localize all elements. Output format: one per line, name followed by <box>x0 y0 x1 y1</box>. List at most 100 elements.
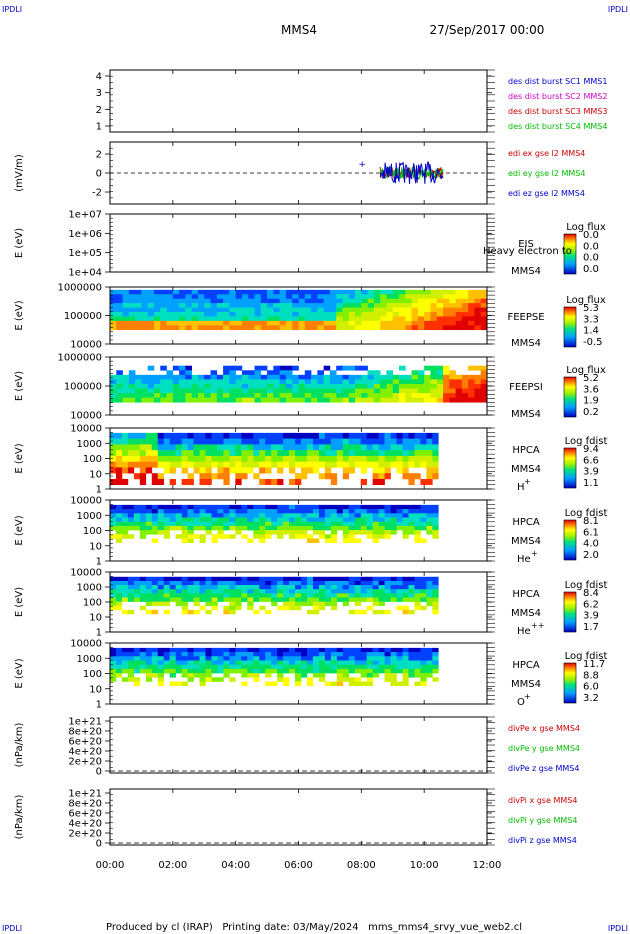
hpca_he-cell <box>336 525 344 531</box>
hpca_o-cell <box>408 660 415 665</box>
hpca_h-cell <box>295 432 302 439</box>
hpca_h-cell <box>127 461 135 468</box>
hpca_he-cell <box>318 530 326 535</box>
hpca_he-cell <box>378 530 385 535</box>
feepsi-cell <box>323 374 331 380</box>
hpca_hepp-cell <box>301 585 308 590</box>
hpca_hepp-cell <box>115 605 123 611</box>
hpca_he-cell <box>115 509 123 514</box>
feepse-cell <box>436 298 444 304</box>
hpca_he-colorbar-tick: 6.1 <box>583 527 599 538</box>
feepse-cell <box>336 316 343 322</box>
hpca_hepp-cell <box>384 580 391 586</box>
hpca_hepp-cell <box>360 597 367 602</box>
feepsi-tick-label: 100000 <box>64 382 102 393</box>
hpca_hepp-cell <box>223 580 230 586</box>
hpca_h-cell <box>390 450 397 457</box>
hpca_he-cell <box>163 521 170 527</box>
hpca_o-cell <box>312 668 320 674</box>
hpca_o-cell <box>348 656 356 661</box>
hpca_o-cell <box>265 647 272 653</box>
hpca_o-cell <box>241 681 248 686</box>
feepse-cell <box>241 320 249 326</box>
feepse-cell <box>160 307 167 313</box>
feepse-cell <box>166 316 174 322</box>
feepse-cell <box>311 320 318 326</box>
feepsi-cell <box>147 397 155 403</box>
feepsi-cell <box>279 383 287 389</box>
hpca_he-cell <box>420 538 427 543</box>
hpca_hepp-cell <box>169 589 176 594</box>
feepse-cell <box>430 307 438 313</box>
hpca_he-cell <box>110 509 117 514</box>
hpca_o-cell <box>223 664 230 670</box>
hpca_o-colorbar <box>563 662 577 704</box>
hpca_h-cell <box>199 473 206 480</box>
hpca_o-cell <box>157 656 165 661</box>
hpca_h-cell <box>145 461 153 468</box>
feepsi-cell <box>304 388 312 394</box>
hpca_o-cell <box>384 656 391 661</box>
feepse-cell <box>141 294 148 300</box>
feepsi-cell <box>367 370 375 376</box>
hpca_hepp-cell <box>271 576 278 582</box>
hpca_o-cell <box>133 652 141 657</box>
feepse-cell <box>355 303 362 308</box>
feepse-cell <box>311 303 318 308</box>
feepse-cell <box>317 320 324 326</box>
hpca_h-cell <box>199 478 206 486</box>
hpca_hepp-cell <box>157 589 165 594</box>
feepsi-cell <box>166 379 174 385</box>
hpca_o-instrument-label: HPCA <box>512 660 540 671</box>
hpca_hepp-cell <box>354 593 362 598</box>
hpca_h-cell <box>163 461 170 468</box>
hpca_h-cell <box>330 432 338 439</box>
hpca_o-cell <box>306 656 314 661</box>
hpca_he-cell <box>199 534 206 539</box>
hpca_hepp-cell <box>283 576 290 582</box>
hpca_h-cell <box>277 461 284 468</box>
feepsi-cell <box>361 365 368 371</box>
hpca_hepp-cell <box>342 597 350 602</box>
feepsi-cell <box>141 388 148 394</box>
feepsi-colorbar-tick: 0.2 <box>583 407 599 418</box>
hpca_h-cell <box>342 467 350 474</box>
feepse-cell <box>355 294 362 300</box>
hpca_h-cell <box>157 461 165 468</box>
feepse-cell <box>273 307 280 313</box>
hpca_he-cell <box>426 525 433 531</box>
hpca_o-cell <box>157 647 165 653</box>
feepse-cell <box>342 312 350 317</box>
hpca_he-cell <box>408 517 415 522</box>
hpca_h-cell <box>378 432 385 439</box>
feepse-cell <box>336 294 343 300</box>
feepsi-cell <box>110 388 117 394</box>
x-tick-label: 06:00 <box>284 860 313 871</box>
hpca_he-cell <box>217 509 224 514</box>
hpca_o-cell <box>259 656 266 661</box>
hpca_hepp-cell <box>193 609 200 615</box>
hpca_hepp-cell <box>211 576 218 582</box>
hpca_h-cell <box>145 450 153 457</box>
hpca_hepp-cell <box>145 589 153 594</box>
feepse-cell <box>185 320 192 326</box>
hpca_he-colorbar-tick: 4.0 <box>583 539 599 550</box>
feepse-cell <box>197 294 205 300</box>
hpca_h-cell <box>181 432 188 439</box>
hpca_h-cell <box>283 444 290 451</box>
hpca_o-cell <box>366 681 373 686</box>
feepsi-cell <box>461 374 469 380</box>
feepse-cell <box>135 320 142 326</box>
hpca_h-cell <box>223 438 230 445</box>
feepse-cell <box>216 307 224 313</box>
feepse-cell <box>380 325 387 331</box>
hpca_he-cell <box>384 517 391 522</box>
hpca_hepp-cell <box>223 589 230 594</box>
hpca_hepp-cell <box>360 580 367 586</box>
hpca_h-cell <box>342 444 350 451</box>
hpca_hepp-cell <box>193 576 200 582</box>
hpca_o-cell <box>169 668 176 674</box>
feepsi-cell <box>235 397 243 403</box>
hpca_he-cell <box>366 521 373 527</box>
feepsi-cell <box>141 393 148 398</box>
